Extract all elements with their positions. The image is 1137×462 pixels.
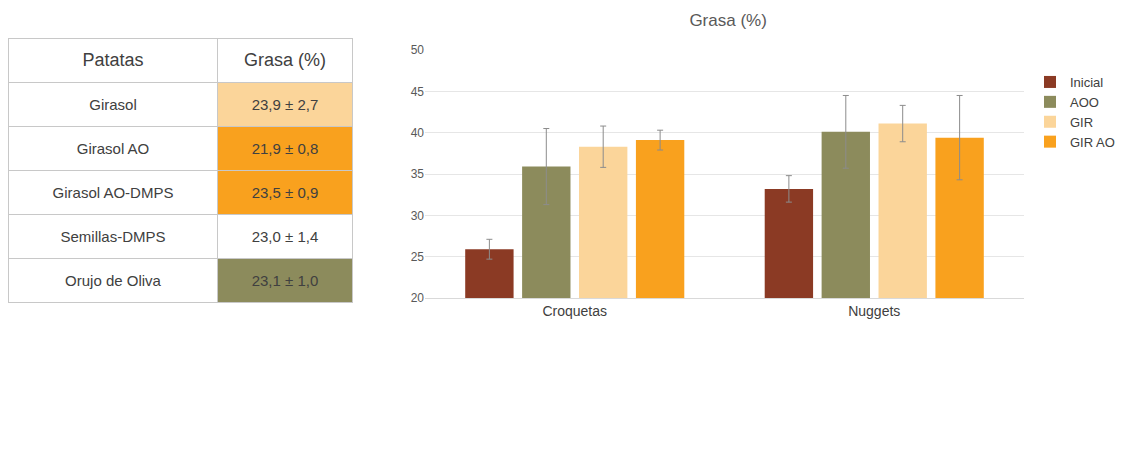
html-text:Orujo de Oliva: Orujo de Oliva bbox=[65, 272, 161, 289]
html-text:Girasol AO-DMPS: Girasol AO-DMPS bbox=[52, 184, 174, 201]
html-text:Patatas: Patatas bbox=[82, 50, 144, 70]
svg-text:25: 25 bbox=[411, 250, 425, 264]
html-text:Semillas-DMPS: Semillas-DMPS bbox=[60, 228, 166, 245]
svg-text:GIR AO: GIR AO bbox=[1070, 135, 1115, 150]
html-text:23,1 ± 1,0: 23,1 ± 1,0 bbox=[251, 272, 319, 289]
html-text:Girasol: Girasol bbox=[89, 96, 137, 113]
svg-text:45: 45 bbox=[411, 85, 425, 99]
svg-text:Grasa (%): Grasa (%) bbox=[689, 11, 766, 30]
svg-text:30: 30 bbox=[411, 209, 425, 223]
svg-text:35: 35 bbox=[411, 167, 425, 181]
svg-text:40: 40 bbox=[411, 126, 425, 140]
svg-text:Nuggets: Nuggets bbox=[848, 303, 900, 319]
svg-text:Croquetas: Croquetas bbox=[542, 303, 607, 319]
html-text:21,9 ± 0,8: 21,9 ± 0,8 bbox=[251, 140, 319, 157]
svg-text:50: 50 bbox=[411, 43, 425, 57]
html-text:23,5 ± 0,9: 23,5 ± 0,9 bbox=[251, 184, 319, 201]
html-text:Girasol AO: Girasol AO bbox=[76, 140, 150, 157]
svg-text:20: 20 bbox=[411, 291, 425, 305]
html-text:Grasa (%): Grasa (%) bbox=[244, 50, 326, 70]
svg-text:Inicial: Inicial bbox=[1070, 75, 1103, 90]
html-text:23,0 ± 1,4: 23,0 ± 1,4 bbox=[251, 228, 319, 245]
svg-text:AOO: AOO bbox=[1070, 95, 1099, 110]
svg-text:GIR: GIR bbox=[1070, 115, 1093, 130]
html-text:23,9 ± 2,7: 23,9 ± 2,7 bbox=[251, 96, 319, 113]
